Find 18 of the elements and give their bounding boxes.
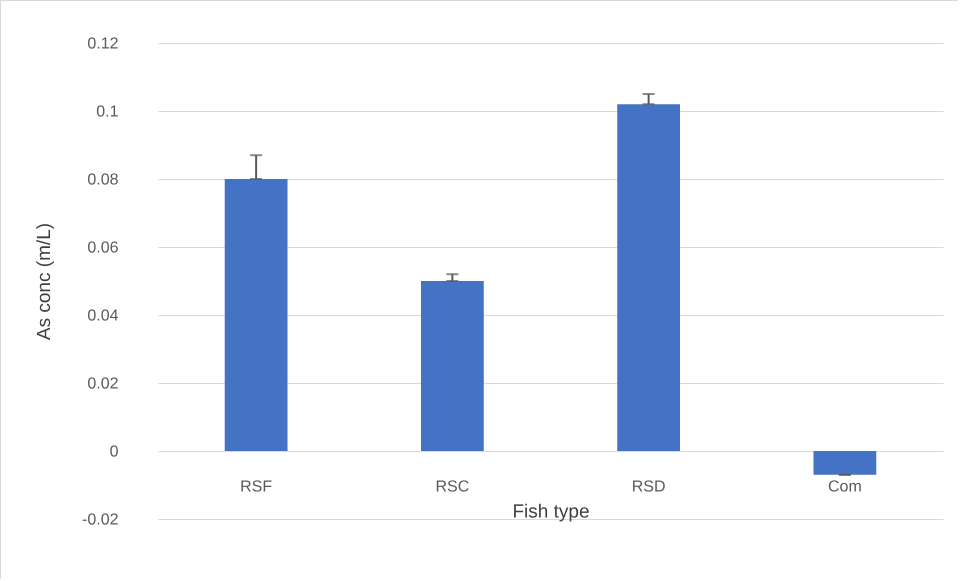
bar: [224, 179, 288, 451]
y-tick-label: -0.02: [82, 512, 119, 528]
x-axis-title: Fish type: [512, 502, 590, 522]
x-tick-label: RSD: [632, 478, 666, 496]
x-tick-label: Com: [828, 478, 862, 496]
bar: [813, 451, 876, 475]
bar: [617, 104, 680, 451]
y-tick-label: 0: [110, 444, 119, 460]
y-tick-label: 0.04: [87, 308, 119, 324]
x-tick-label: RSC: [435, 478, 470, 496]
y-tick-label: 0.02: [87, 376, 119, 392]
y-tick-label: 0.08: [87, 172, 119, 188]
x-tick-label: RSF: [240, 478, 272, 496]
y-tick-label: 0.06: [87, 240, 119, 256]
y-tick-label: 0.12: [87, 36, 119, 52]
y-tick-label: 0.1: [96, 104, 119, 120]
bar: [420, 281, 484, 451]
y-axis-title: As conc (m/L): [34, 222, 56, 340]
